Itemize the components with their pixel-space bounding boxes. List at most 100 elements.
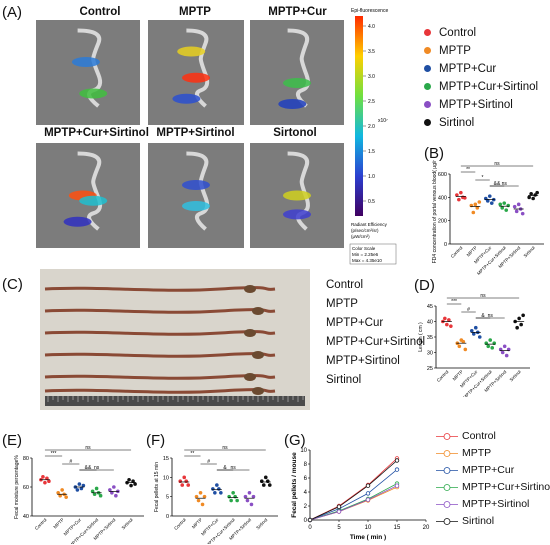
legend-marker: [424, 83, 431, 91]
data-point: [515, 325, 519, 330]
data-point: [98, 493, 103, 498]
legend-item: MPTP: [424, 45, 471, 57]
legend-label: MPTP: [439, 45, 471, 57]
significance-label: *: [482, 175, 484, 181]
fluorescence-signal: [79, 195, 108, 206]
legend-label: MPTP+Sirtinol: [462, 498, 530, 510]
colon-segment: [44, 388, 276, 394]
data-point: [215, 483, 219, 487]
y-tick-label: 25: [427, 366, 433, 372]
x-tick-label: 10: [365, 525, 372, 531]
fluorescence-signal: [71, 57, 100, 67]
legend-label: MPTP+Sirtinol: [439, 99, 513, 111]
data-point: [131, 479, 135, 483]
fluorescence-signal: [283, 209, 311, 220]
data-point: [229, 498, 233, 503]
imaging-title-mptp: MPTP: [179, 6, 211, 18]
imaging-svg: [278, 28, 311, 109]
data-point: [243, 494, 248, 499]
data-point: [531, 196, 535, 201]
data-point: [463, 347, 468, 352]
cecum: [244, 329, 256, 337]
data-point: [127, 477, 131, 482]
imaging-title-mptp-cur: MPTP+Cur: [268, 6, 327, 18]
panel-letter-a: (A): [2, 4, 22, 21]
colon-segment: [44, 330, 276, 336]
colorbar-tick-label: 1.5: [368, 149, 375, 155]
x-tick-label: Sirtinol: [523, 245, 536, 258]
intestine-outline: [287, 28, 310, 108]
imaging-svg: [71, 28, 108, 108]
colorbar-tick-label: 4.0: [368, 24, 375, 30]
chart-g-legend-item: Control: [436, 430, 496, 442]
series-marker: [394, 483, 400, 488]
x-tick-label: MPTP: [466, 245, 478, 257]
legend-label: MPTP: [462, 447, 492, 459]
x-tick-label: MPTP: [191, 517, 203, 529]
x-tick-label: MPTP: [452, 369, 464, 381]
data-point: [129, 483, 133, 488]
data-point: [457, 344, 462, 349]
x-tick-label: MPTP: [52, 517, 64, 529]
legend-marker: [436, 466, 458, 474]
data-point: [79, 486, 84, 491]
data-point: [81, 483, 86, 488]
data-point: [469, 329, 474, 333]
colorbar-tick-label: 1.0: [368, 174, 375, 180]
data-point: [457, 197, 461, 202]
data-point: [487, 194, 492, 198]
data-point: [219, 491, 223, 495]
chart-g-legend-item: MPTP: [436, 447, 491, 459]
significance-label: ns: [502, 181, 508, 187]
significance-label: ns: [94, 465, 100, 471]
legend-marker: [436, 500, 458, 508]
significance-label: ns: [222, 445, 228, 451]
legend-marker: [436, 432, 458, 440]
data-point: [449, 324, 453, 328]
cecum: [252, 307, 264, 315]
significance-label: &: [481, 313, 485, 319]
y-axis-label: Fecal moisture percentage%: [14, 455, 20, 519]
data-point: [535, 190, 539, 195]
data-point: [263, 475, 268, 480]
data-point: [490, 346, 495, 350]
significance-label: ns: [488, 313, 494, 319]
legend-label: Control: [462, 430, 496, 442]
data-point: [110, 491, 114, 495]
cecum: [244, 373, 256, 381]
chart-g-legend-item: Sirtinol: [436, 515, 494, 527]
legend-label: Sirtinol: [462, 515, 495, 527]
y-tick-label: 0: [166, 514, 169, 520]
imaging-image: [148, 143, 244, 248]
data-point: [64, 495, 68, 499]
series-line: [309, 485, 398, 521]
series-marker: [365, 497, 371, 502]
data-point: [251, 494, 256, 499]
legend-label: MPTP+Cur+Sirtinol: [439, 81, 539, 93]
fluorescence-signal: [63, 216, 92, 227]
y-tick-label: 200: [438, 219, 447, 225]
colon-photo: [40, 269, 310, 410]
significance-label: &&: [494, 181, 501, 187]
colon-segment: [44, 374, 276, 380]
colon-label: Sirtinol: [326, 374, 362, 386]
fluorescence-signal: [79, 88, 108, 99]
legend-item: MPTP+Cur: [424, 63, 496, 75]
y-axis-label: Fecal pellets at 15 min: [154, 462, 160, 512]
data-point: [475, 206, 480, 210]
data-point: [527, 195, 531, 200]
data-point: [75, 488, 80, 492]
y-axis-label: Fecal pellets / mouse: [291, 452, 298, 518]
colon-segment: [44, 308, 276, 314]
legend-label: MPTP+Cur: [462, 464, 515, 476]
legend-label: Sirtinol: [439, 117, 475, 129]
imaging-svg: [172, 28, 210, 108]
data-point: [182, 475, 187, 480]
series-marker: [394, 458, 400, 463]
data-point: [463, 196, 467, 200]
imaging-title-control: Control: [79, 6, 121, 18]
colorbar-tick-label: 3.5: [368, 49, 375, 55]
data-point: [267, 483, 272, 487]
colon-label: MPTP+Sirtinol: [326, 355, 400, 367]
x-tick-label: 20: [423, 525, 430, 531]
